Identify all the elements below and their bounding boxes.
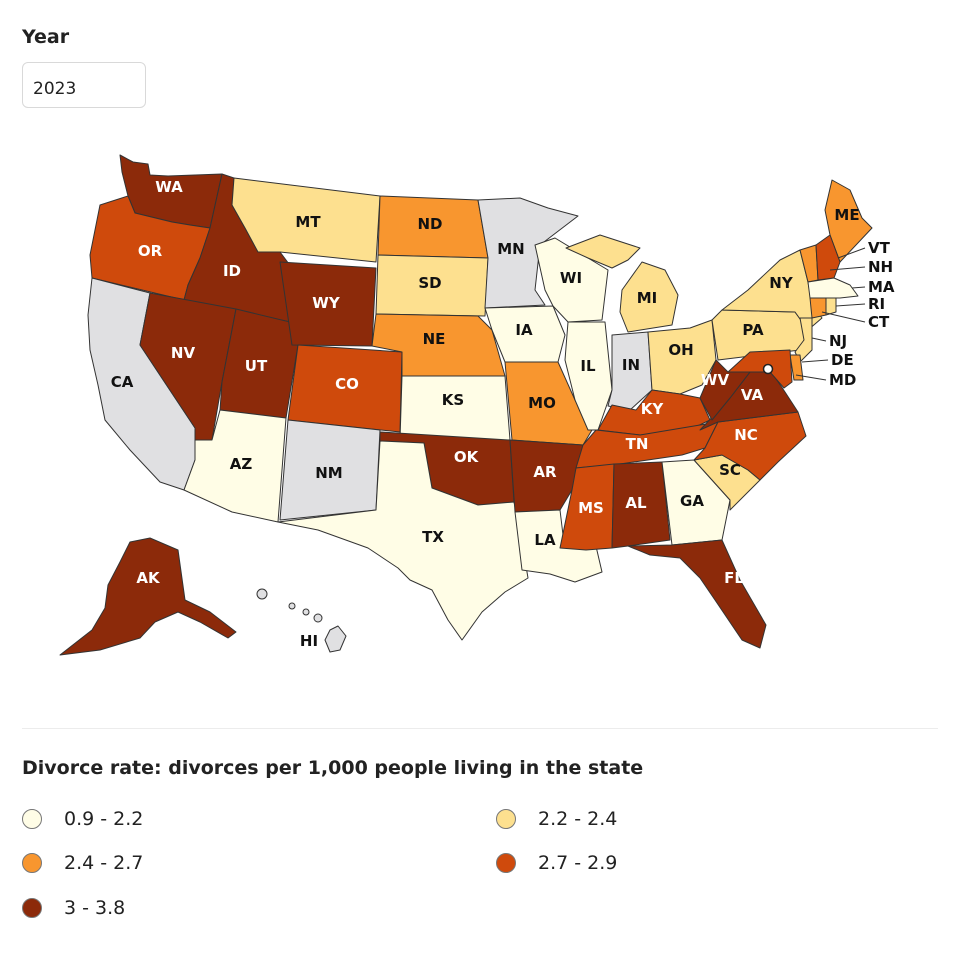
label-IA: IA xyxy=(515,321,533,339)
label-SC: SC xyxy=(719,461,741,479)
us-choropleth-map: WA OR CA ID NV MT WY UT AZ CO NM ND SD N… xyxy=(0,140,960,680)
label-LA: LA xyxy=(534,531,556,549)
label-NJ: NJ xyxy=(829,332,847,350)
label-TX: TX xyxy=(422,528,444,546)
state-NH[interactable] xyxy=(815,234,841,281)
label-IL: IL xyxy=(580,357,596,375)
label-NV: NV xyxy=(171,344,196,362)
state-AZ[interactable] xyxy=(183,409,287,523)
label-AZ: AZ xyxy=(230,455,253,473)
state-CT[interactable] xyxy=(809,297,827,319)
legend-item-2[interactable]: 2.4 - 2.7 xyxy=(22,850,143,876)
label-VT: VT xyxy=(868,239,891,257)
label-AK: AK xyxy=(136,569,161,587)
label-NC: NC xyxy=(734,426,758,444)
state-AK[interactable] xyxy=(59,537,237,656)
label-WY: WY xyxy=(312,294,341,312)
legend-swatch-4 xyxy=(22,898,42,918)
dc-marker xyxy=(762,363,774,375)
label-OR: OR xyxy=(138,242,163,260)
legend-swatch-0 xyxy=(22,809,42,829)
state-WI[interactable] xyxy=(534,237,609,323)
state-FL[interactable] xyxy=(627,539,767,649)
label-WI: WI xyxy=(560,269,582,287)
label-OK: OK xyxy=(454,448,480,466)
label-MD: MD xyxy=(829,371,856,389)
label-HI: HI xyxy=(300,632,318,650)
legend-item-3[interactable]: 2.7 - 2.9 xyxy=(496,850,617,876)
legend-label-2: 2.4 - 2.7 xyxy=(64,852,144,874)
label-MI: MI xyxy=(637,289,658,307)
state-SD[interactable] xyxy=(375,254,489,317)
label-OH: OH xyxy=(668,341,693,359)
year-select[interactable]: 2023 xyxy=(22,62,146,108)
legend-divider xyxy=(22,728,938,729)
state-ME[interactable] xyxy=(824,179,873,263)
legend-swatch-3 xyxy=(496,853,516,873)
label-UT: UT xyxy=(245,357,268,375)
label-CO: CO xyxy=(335,375,359,393)
state-AR[interactable] xyxy=(509,439,584,513)
label-ME: ME xyxy=(834,206,859,224)
state-DE[interactable] xyxy=(789,354,804,381)
label-MA: MA xyxy=(868,278,895,296)
year-filter-label: Year xyxy=(22,26,70,48)
state-HI[interactable] xyxy=(324,625,347,653)
legend-label-1: 2.2 - 2.4 xyxy=(538,808,618,830)
legend-item-4[interactable]: 3 - 3.8 xyxy=(22,895,125,921)
label-WV: WV xyxy=(701,371,730,389)
label-PA: PA xyxy=(742,321,764,339)
label-AL: AL xyxy=(625,494,647,512)
hawaii-islets xyxy=(256,588,323,623)
legend-label-3: 2.7 - 2.9 xyxy=(538,852,618,874)
label-GA: GA xyxy=(680,492,704,510)
label-KY: KY xyxy=(641,400,665,418)
legend-swatch-2 xyxy=(22,853,42,873)
label-SD: SD xyxy=(418,274,441,292)
label-CA: CA xyxy=(111,373,134,391)
label-ID: ID xyxy=(223,262,241,280)
legend-item-0[interactable]: 0.9 - 2.2 xyxy=(22,806,143,832)
label-ND: ND xyxy=(417,215,442,233)
label-AR: AR xyxy=(533,463,557,481)
label-KS: KS xyxy=(442,391,464,409)
state-MN[interactable] xyxy=(477,197,579,309)
label-NH: NH xyxy=(868,258,893,276)
label-DE: DE xyxy=(831,351,854,369)
label-CT: CT xyxy=(868,313,890,331)
state-IL[interactable] xyxy=(564,321,613,431)
state-MI[interactable] xyxy=(565,234,679,333)
state-LA[interactable] xyxy=(514,509,603,583)
label-NM: NM xyxy=(315,464,342,482)
state-MD[interactable] xyxy=(727,349,793,389)
label-MO: MO xyxy=(528,394,556,412)
label-WA: WA xyxy=(155,178,183,196)
legend-swatch-1 xyxy=(496,809,516,829)
label-TN: TN xyxy=(626,435,649,453)
legend-label-4: 3 - 3.8 xyxy=(64,897,126,919)
legend-title: Divorce rate: divorces per 1,000 people … xyxy=(22,757,644,779)
label-VA: VA xyxy=(741,386,764,404)
state-MA[interactable] xyxy=(807,277,859,299)
label-leader-lines xyxy=(795,247,866,381)
label-FL: FL xyxy=(724,569,744,587)
state-AL[interactable] xyxy=(611,461,671,549)
label-MS: MS xyxy=(578,499,604,517)
label-NY: NY xyxy=(769,274,794,292)
legend-label-0: 0.9 - 2.2 xyxy=(64,808,144,830)
state-TX[interactable] xyxy=(277,440,529,641)
legend-item-1[interactable]: 2.2 - 2.4 xyxy=(496,806,617,832)
label-MN: MN xyxy=(497,240,524,258)
state-RI[interactable] xyxy=(825,297,837,316)
label-NE: NE xyxy=(423,330,446,348)
label-MT: MT xyxy=(295,213,321,231)
label-RI: RI xyxy=(868,295,885,313)
label-IN: IN xyxy=(622,356,640,374)
